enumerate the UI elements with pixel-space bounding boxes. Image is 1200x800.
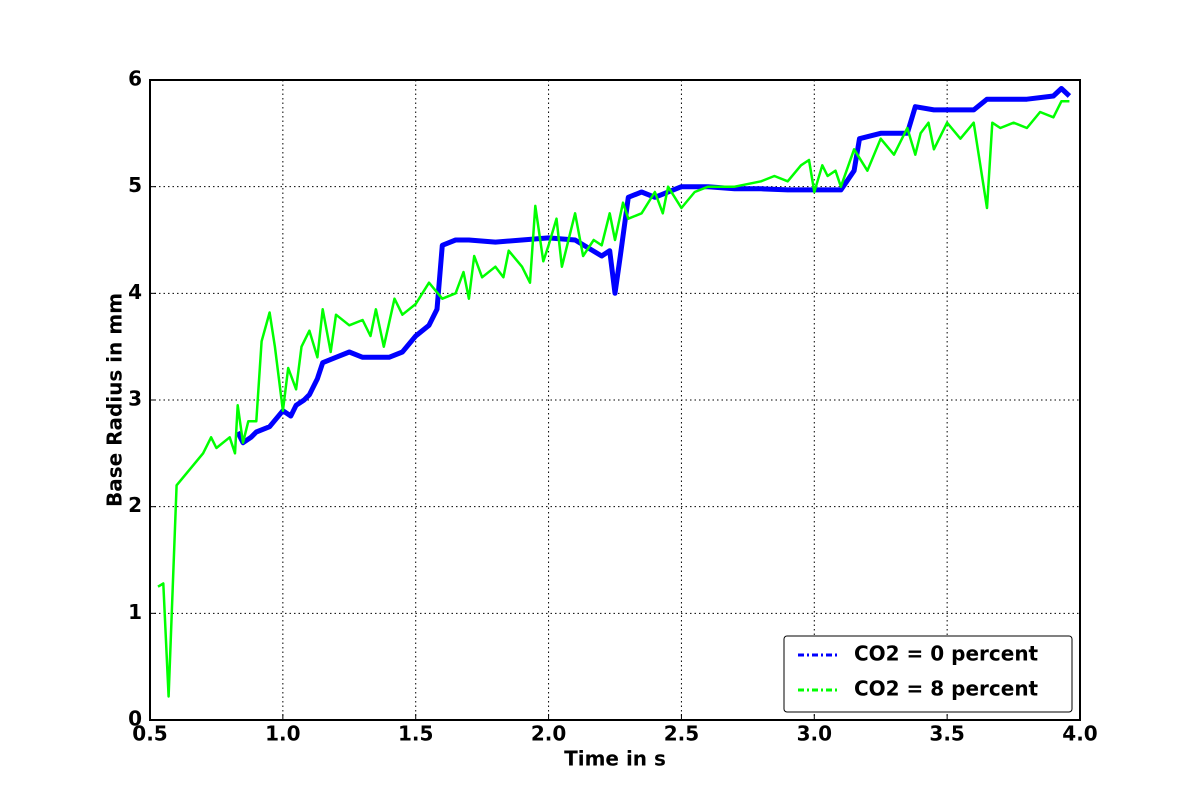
x-tick-label: 0.5 [132,722,167,746]
x-tick-label: 1.5 [398,722,433,746]
y-tick-label: 1 [128,600,142,624]
x-axis-label: Time in s [564,747,666,771]
legend-label: CO2 = 8 percent [854,677,1039,701]
x-tick-label: 3.5 [929,722,964,746]
y-tick-label: 4 [128,280,142,304]
y-tick-label: 3 [128,387,142,411]
legend-label: CO2 = 0 percent [854,642,1039,666]
data-line [235,86,1072,446]
x-tick-label: 4.0 [1062,722,1097,746]
x-tick-label: 1.0 [265,722,300,746]
y-tick-label: 5 [128,173,142,197]
x-tick-label: 3.0 [797,722,832,746]
legend-box [783,635,1073,713]
legend: CO2 = 0 percent CO2 = 8 percent [783,635,1073,713]
y-tick-label: 6 [128,67,142,91]
y-tick-label: 2 [128,493,142,517]
x-tick-label: 2.0 [531,722,566,746]
plot-frame [149,79,1081,721]
x-tick-label: 2.5 [664,722,699,746]
y-axis-label: Base Radius in mm [103,293,127,507]
data-line [157,100,1070,698]
y-tick-label: 0 [128,707,142,731]
